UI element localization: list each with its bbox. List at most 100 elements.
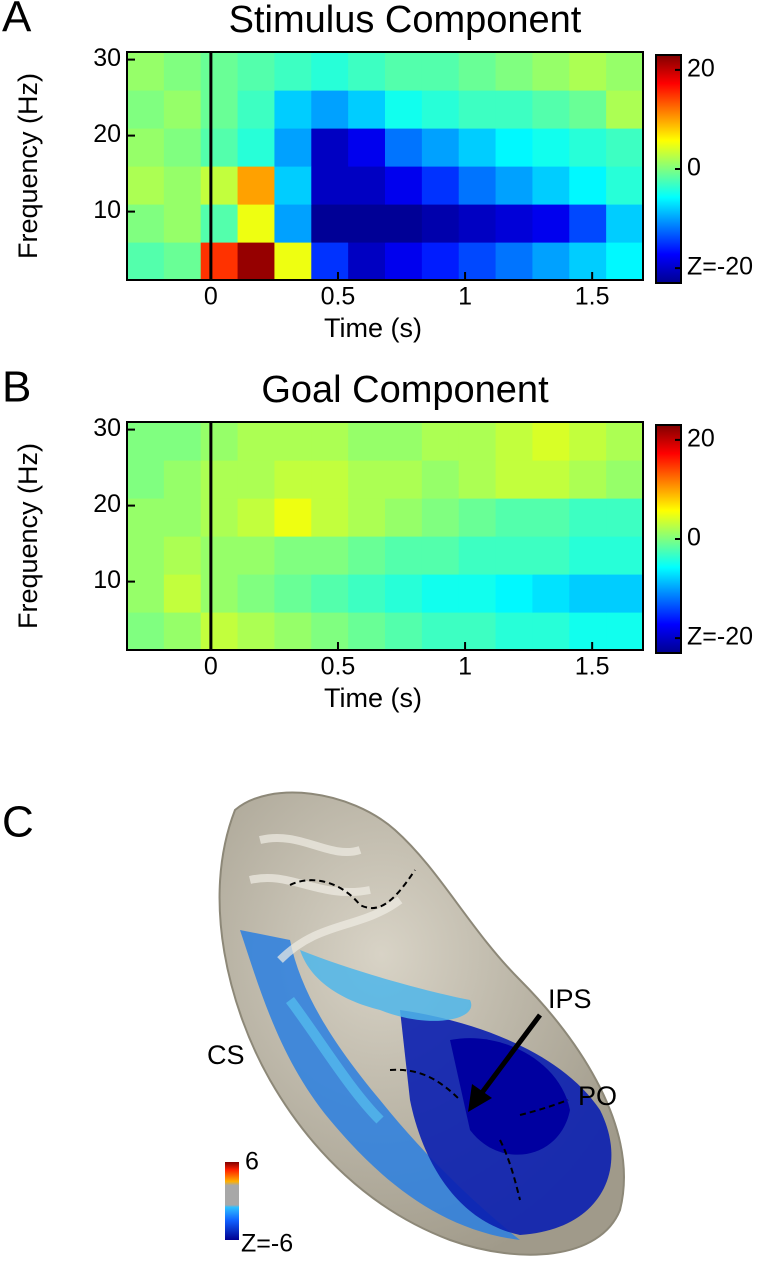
heat-cell [532, 52, 570, 91]
heat-cell [274, 242, 312, 280]
heat-cell [458, 460, 497, 499]
heat-cell [274, 498, 312, 537]
heat-cell [385, 90, 423, 129]
heat-cell [421, 166, 460, 205]
panel-letter: B [2, 363, 31, 412]
heat-cell [200, 422, 239, 461]
heat-cell [421, 422, 460, 461]
heat-cell [532, 166, 570, 205]
heat-cell [127, 460, 165, 499]
heat-cell [606, 204, 643, 243]
heat-cell [348, 612, 386, 650]
heat-cell [200, 52, 239, 91]
heat-cell [606, 52, 643, 91]
heat-cell [495, 242, 534, 280]
heat-cell [495, 498, 534, 537]
heat-cell [348, 536, 386, 575]
heat-cell [606, 90, 643, 129]
heat-cell [606, 166, 643, 205]
heat-cell [274, 90, 312, 129]
heat-cell [127, 204, 165, 243]
heat-cell [127, 574, 165, 613]
heat-cell [532, 242, 570, 280]
heat-cell [311, 166, 349, 205]
heat-cell [458, 204, 497, 243]
heat-cell [532, 204, 570, 243]
heat-cell [421, 90, 460, 129]
heat-cell [163, 242, 202, 280]
brain-label: CS [207, 1040, 245, 1070]
colorbar-label: Z=-20 [687, 253, 753, 281]
heat-cell [348, 460, 386, 499]
heat-cell [569, 204, 607, 243]
heatmap [127, 52, 643, 280]
heat-cell [274, 574, 312, 613]
heat-cell [237, 128, 276, 167]
heat-cell [532, 460, 570, 499]
heat-cell [421, 460, 460, 499]
heat-cell [200, 460, 239, 499]
brain-label: IPS [548, 984, 592, 1014]
heat-cell [348, 574, 386, 613]
heat-cell [569, 422, 607, 461]
heat-cell [606, 498, 643, 537]
heat-cell [163, 536, 202, 575]
heat-cell [569, 90, 607, 129]
heat-cell [385, 166, 423, 205]
y-tick-label: 20 [93, 120, 121, 148]
heat-cell [495, 128, 534, 167]
heat-cell [421, 612, 460, 650]
heat-cell [569, 128, 607, 167]
y-tick-label: 20 [93, 490, 121, 518]
heat-cell [163, 498, 202, 537]
x-tick-label: 0.5 [321, 283, 356, 311]
heat-cell [495, 612, 534, 650]
x-tick-label: 0 [204, 283, 218, 311]
heat-cell [163, 52, 202, 91]
colorbar-label: 20 [687, 424, 715, 452]
heat-cell [127, 128, 165, 167]
heat-cell [348, 204, 386, 243]
heat-cell [495, 90, 534, 129]
panel-letter: A [2, 0, 32, 42]
brain-render [218, 791, 625, 1256]
heat-cell [495, 536, 534, 575]
heat-cell [127, 422, 165, 461]
heat-cell [127, 90, 165, 129]
heat-cell [495, 204, 534, 243]
heat-cell [311, 242, 349, 280]
heat-cell [274, 536, 312, 575]
heatmap [127, 422, 643, 650]
x-tick-label: 1 [458, 653, 472, 681]
heat-cell [421, 204, 460, 243]
colorbar-label: 20 [687, 54, 715, 82]
heat-cell [237, 460, 276, 499]
heat-cell [385, 128, 423, 167]
heat-cell [532, 612, 570, 650]
heat-cell [606, 612, 643, 650]
heat-cell [274, 612, 312, 650]
heat-cell [311, 536, 349, 575]
heat-cell [127, 536, 165, 575]
colorbar-label: Z=-20 [687, 623, 753, 651]
heat-cell [163, 460, 202, 499]
plot-frame [126, 51, 644, 281]
chart-title: Goal Component [261, 369, 549, 411]
heat-cell [606, 422, 643, 461]
heat-cell [532, 422, 570, 461]
heat-cell [348, 166, 386, 205]
x-tick-label: 0 [204, 653, 218, 681]
heat-cell [200, 498, 239, 537]
heat-cell [532, 536, 570, 575]
y-tick-label: 10 [93, 566, 121, 594]
heat-cell [606, 128, 643, 167]
heat-cell [237, 498, 276, 537]
heat-cell [569, 536, 607, 575]
heat-cell [532, 498, 570, 537]
heat-cell [127, 166, 165, 205]
y-tick-label: 30 [93, 414, 121, 442]
heat-cell [532, 90, 570, 129]
heat-cell [237, 204, 276, 243]
heat-cell [311, 498, 349, 537]
